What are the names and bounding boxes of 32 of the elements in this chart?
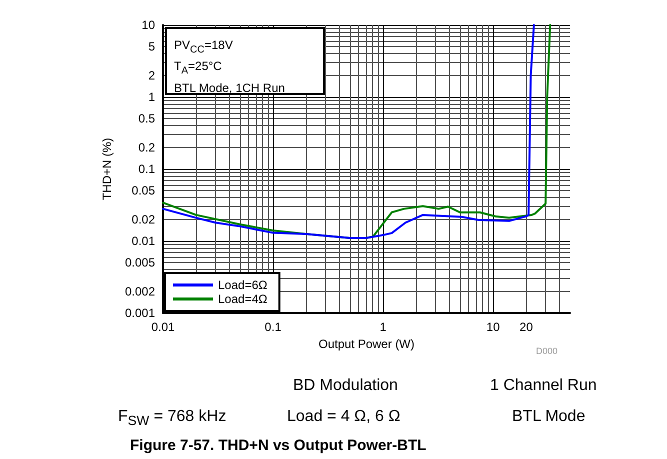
text: F$_{SW}$ = 768 kHz <box>118 408 226 428</box>
annotation: PV$_{CC}$=18V <box>174 37 234 58</box>
x-tick-label: 0.1 <box>264 320 282 334</box>
y-tick-label: 0.005 <box>124 256 156 270</box>
x-tick-label: 20 <box>520 320 534 334</box>
y-tick-label: 10 <box>142 18 156 32</box>
y-axis-title: THD+N (%) <box>100 138 114 200</box>
x-axis-title: Output Power (W) <box>318 336 415 351</box>
legend-label: Load=6Ω <box>218 278 268 292</box>
legend-label: Load=4Ω <box>218 292 268 306</box>
y-tick-label: 0.5 <box>138 112 156 126</box>
text: Load = 4 Ω, 6 Ω <box>287 408 400 426</box>
y-tick-label: 0.02 <box>132 212 156 226</box>
y-tick-label: 1 <box>148 90 156 104</box>
text: BTL Mode <box>512 408 586 426</box>
annotation: T$_{A}$=25°C <box>174 58 223 79</box>
x-tick-label: 1 <box>380 320 387 334</box>
y-tick-label: 0.05 <box>132 184 156 198</box>
text: D000 <box>536 346 558 356</box>
y-tick-label: 2 <box>148 68 156 82</box>
y-tick-label: 0.1 <box>138 162 156 176</box>
y-tick-label: 0.01 <box>132 234 156 248</box>
y-tick-label: 0.001 <box>124 306 156 320</box>
annotation: BTL Mode, 1CH Run <box>174 80 286 96</box>
x-tick-label: 10 <box>486 320 500 334</box>
text: Figure 7-57. THD+N vs Output Power-BTL <box>130 437 426 454</box>
text: BD Modulation <box>293 377 398 395</box>
text: 1 Channel Run <box>490 377 597 395</box>
y-tick-label: 0.2 <box>138 140 156 154</box>
text-box: PV$_{CC}$=18V T$_{A}$=25°C BTL Mode, 1CH Run <box>165 27 325 95</box>
y-tick-label: 0.002 <box>124 284 156 298</box>
y-tick-label: 5 <box>148 40 156 54</box>
